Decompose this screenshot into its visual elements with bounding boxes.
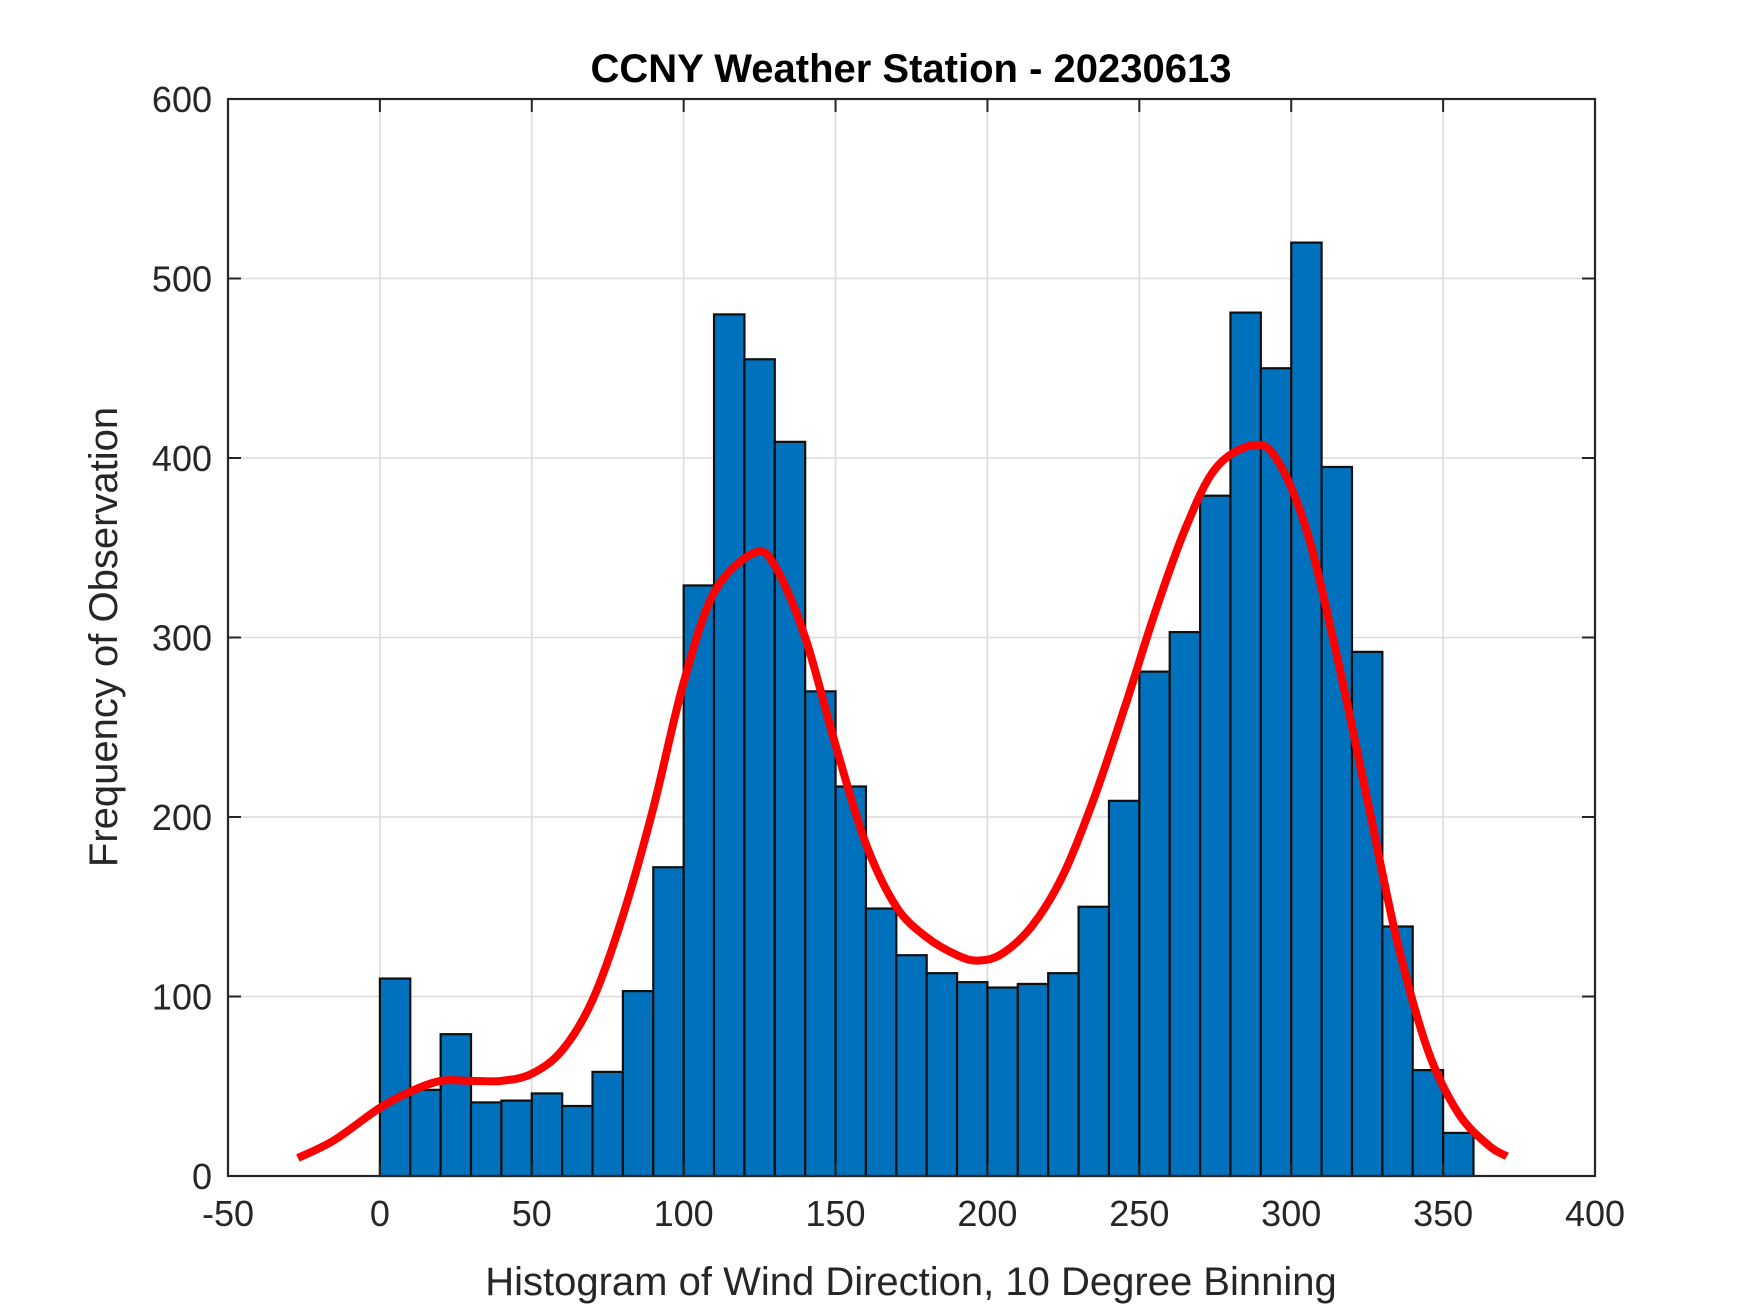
histogram-bar [743, 358, 776, 1178]
histogram-bar [986, 986, 1019, 1178]
x-tick-label: -50 [202, 1193, 254, 1234]
histogram-bar [409, 1088, 442, 1178]
histogram-bar [621, 990, 655, 1178]
histogram-bar [1016, 982, 1050, 1178]
histogram-bar [1350, 650, 1384, 1178]
histogram-bar [1442, 1131, 1475, 1178]
x-tick-label: 0 [370, 1193, 390, 1234]
histogram-bar [652, 866, 685, 1178]
histogram-bar [1047, 972, 1080, 1178]
histogram-bars [378, 241, 1475, 1178]
histogram-bar [1411, 1068, 1445, 1178]
histogram-bar [1290, 241, 1323, 1178]
y-tick-label: 200 [152, 797, 212, 838]
histogram-bar [561, 1104, 594, 1178]
density-curve-group [296, 440, 1509, 1162]
y-tick-label: 600 [152, 79, 212, 120]
histogram-bar [378, 977, 412, 1178]
y-tick-label: 300 [152, 618, 212, 659]
histogram-bar [1107, 799, 1141, 1178]
histogram-bar [804, 690, 837, 1178]
histogram-bar [1198, 494, 1232, 1178]
histogram-bar [1381, 925, 1414, 1178]
histogram-bar [1168, 631, 1202, 1178]
axis-ticks [227, 98, 1596, 1177]
histogram-bar [773, 440, 807, 1178]
y-tick-label: 0 [192, 1156, 212, 1197]
histogram-bar [500, 1099, 533, 1178]
density-fit-curve [296, 440, 1509, 1162]
x-tick-label: 400 [1565, 1193, 1625, 1234]
histogram-bar [1259, 367, 1293, 1178]
x-tick-label: 50 [512, 1193, 552, 1234]
histogram-bar [469, 1101, 503, 1178]
histogram-bar [895, 954, 928, 1178]
x-axis-title: Histogram of Wind Direction, 10 Degree B… [485, 1260, 1337, 1304]
y-axis-title: Frequency of Observation [82, 407, 126, 867]
x-tick-label: 100 [654, 1193, 714, 1234]
histogram-bar [834, 785, 868, 1178]
x-tick-label: 200 [957, 1193, 1017, 1234]
histogram-bar [439, 1033, 473, 1178]
histogram-bar [925, 972, 959, 1178]
histogram-bar [530, 1092, 564, 1178]
x-tick-label: 250 [1109, 1193, 1169, 1234]
histogram-bar [864, 907, 898, 1178]
x-tick-label: 150 [806, 1193, 866, 1234]
y-tick-label: 400 [152, 438, 212, 479]
y-tick-label: 500 [152, 259, 212, 300]
histogram-bar [712, 313, 746, 1178]
histogram-bar [682, 584, 716, 1178]
chart-title: CCNY Weather Station - 20230613 [591, 47, 1232, 91]
x-tick-label: 300 [1261, 1193, 1321, 1234]
y-tick-label: 100 [152, 977, 212, 1018]
histogram-bar [1138, 670, 1171, 1178]
histogram-bar [1229, 311, 1262, 1178]
histogram-bar [591, 1070, 625, 1178]
x-tick-label: 350 [1413, 1193, 1473, 1234]
histogram-bar [1320, 465, 1354, 1178]
histogram-bar [955, 981, 989, 1178]
histogram-bar [1077, 905, 1111, 1178]
